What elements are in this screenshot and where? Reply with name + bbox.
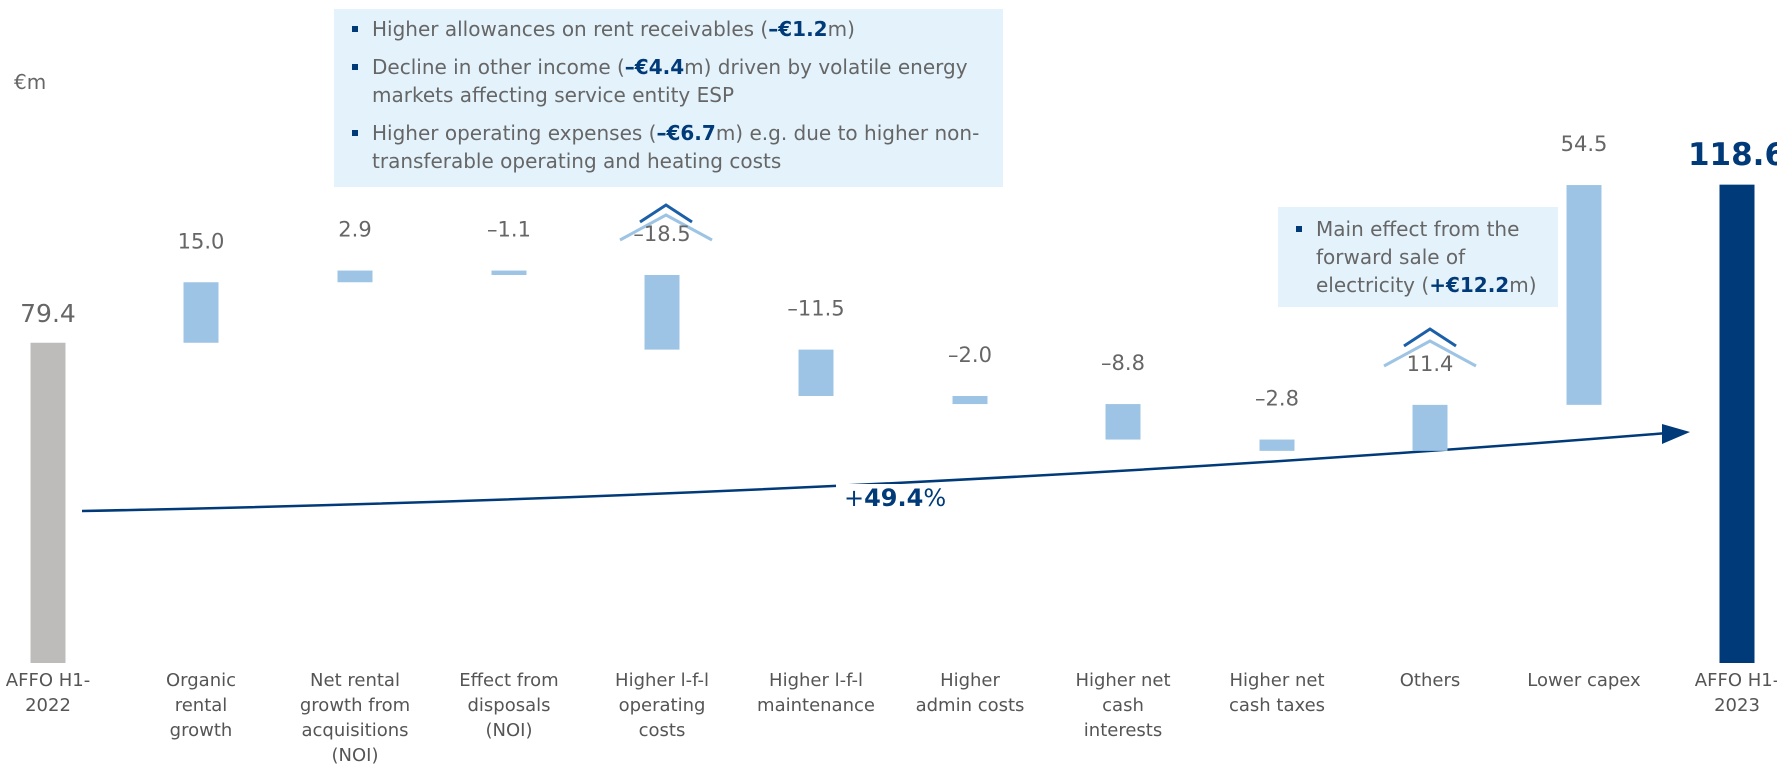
value-label: 54.5 xyxy=(1561,132,1608,156)
annotation-bullet: Higher operating expenses (–€6.7m) e.g. … xyxy=(352,119,983,175)
arrow-head xyxy=(1662,424,1690,444)
bar xyxy=(183,282,219,343)
bar xyxy=(952,395,988,405)
annotation-text: Decline in other income ( xyxy=(372,55,625,79)
x-tick-label: Organic rental growth xyxy=(165,670,236,741)
annotation-text: Higher operating expenses ( xyxy=(372,121,657,145)
annotation-bullet: Higher allowances on rent receivables (–… xyxy=(352,15,983,43)
x-tick-label: Higher l-f-l maintenance xyxy=(757,670,875,716)
value-label: –1.1 xyxy=(487,218,531,242)
value-label: –8.8 xyxy=(1101,351,1145,375)
value-label: 118.6 xyxy=(1688,137,1777,173)
bar xyxy=(1259,439,1295,451)
bar xyxy=(30,342,66,663)
bar xyxy=(1105,404,1141,440)
annotation-text: –€4.4 xyxy=(624,55,685,79)
x-tick-label: AFFO H1-2022 xyxy=(5,670,91,716)
y-unit-label: €m xyxy=(14,70,47,94)
bar xyxy=(337,270,373,283)
growth-label: +49.4% xyxy=(836,484,955,512)
annotation-text: +€12.2 xyxy=(1429,273,1510,297)
value-label: 11.4 xyxy=(1407,352,1454,376)
x-tick-label: Lower capex xyxy=(1527,670,1641,691)
bar xyxy=(1566,185,1602,405)
chevron xyxy=(1403,327,1457,348)
value-label: –2.0 xyxy=(948,343,992,367)
growth-sign: + xyxy=(844,484,865,512)
annotation-text: –€1.2 xyxy=(768,17,828,41)
chevron xyxy=(1383,339,1477,368)
annotation-text: m) xyxy=(1509,273,1537,297)
chevron xyxy=(639,203,693,224)
x-tick-label: Higher admin costs xyxy=(915,670,1025,716)
annotation-bullet: Main effect from the forward sale of ele… xyxy=(1296,215,1544,299)
x-tick-label: Higher net cash taxes xyxy=(1228,670,1326,716)
x-tick-label: Effect from disposals (NOI) xyxy=(459,670,559,741)
annotation-text: Main effect from the forward sale of ele… xyxy=(1316,217,1520,297)
annotation-text: m) e.g. due to higher non-transferable o… xyxy=(372,121,980,173)
value-label: –11.5 xyxy=(787,297,844,321)
annotation-box: Higher allowances on rent receivables (–… xyxy=(334,9,1003,187)
value-label: 15.0 xyxy=(178,229,225,253)
growth-value: 49.4 xyxy=(864,484,924,512)
annotation-bullet: Decline in other income (–€4.4m) driven … xyxy=(352,53,983,109)
chevron xyxy=(619,213,713,242)
growth-unit: % xyxy=(923,484,947,512)
bar xyxy=(491,270,527,275)
annotation-box: Main effect from the forward sale of ele… xyxy=(1278,207,1558,307)
x-tick-label: Others xyxy=(1399,670,1461,691)
x-tick-label: Higher net cash interests xyxy=(1075,670,1171,741)
value-label: –18.5 xyxy=(633,222,690,246)
annotation-text: m) driven by volatile energy markets aff… xyxy=(372,55,968,107)
value-label: 2.9 xyxy=(338,218,371,242)
annotation-text: m) xyxy=(827,17,855,41)
bar xyxy=(1719,184,1755,663)
bar xyxy=(644,274,680,350)
x-tick-label: Higher l-f-l operating costs xyxy=(615,670,709,741)
bar xyxy=(1412,404,1448,451)
annotation-text: Higher allowances on rent receivables ( xyxy=(372,17,769,41)
x-tick-label: AFFO H1-2023 xyxy=(1694,670,1777,716)
x-tick-label: Net rental growth from acquisitions (NOI… xyxy=(299,670,411,766)
annotation-text: –€6.7 xyxy=(656,121,716,145)
value-label: –2.8 xyxy=(1255,387,1299,411)
bar xyxy=(798,349,834,396)
value-label: 79.4 xyxy=(20,299,76,328)
